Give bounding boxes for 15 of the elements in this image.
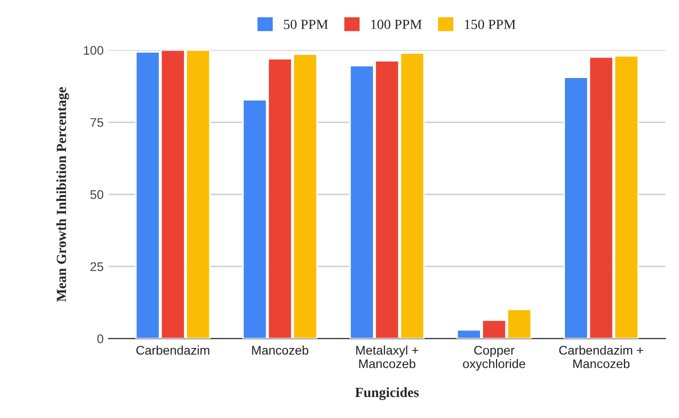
x-tick-label: Mancozeb — [252, 346, 308, 355]
x-tick-label: Copper oxychloride — [463, 346, 526, 371]
x-tick-label: Carbendazim — [136, 346, 210, 355]
x-tick-label: Carbendazim + Mancozeb — [559, 346, 644, 368]
legend-label: 50 PPM — [284, 20, 328, 30]
x-axis-title: Fungicides — [355, 387, 419, 400]
y-tick-label: 50 — [90, 190, 104, 200]
legend-label: 150 PPM — [465, 20, 516, 30]
legend-label: 100 PPM — [371, 20, 422, 30]
y-tick-label: 100 — [84, 46, 104, 55]
y-tick-label: 75 — [90, 118, 104, 127]
y-tick-label: 25 — [90, 262, 104, 272]
y-tick-label: 0 — [97, 334, 104, 344]
y-axis-title: Mean Growth Inhibition Percentage — [56, 87, 70, 302]
x-tick-label: Metalaxyl + Mancozeb — [356, 346, 418, 368]
